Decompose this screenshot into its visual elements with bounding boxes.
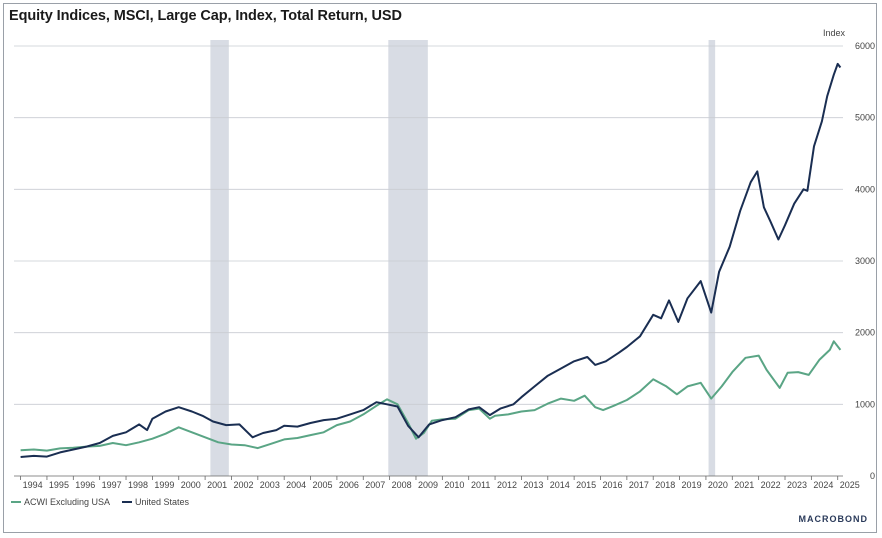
x-tick-label: 1999 xyxy=(154,480,174,490)
x-tick-label: 2006 xyxy=(339,480,359,490)
x-tick-label: 2016 xyxy=(602,480,622,490)
y-tick-label: 4000 xyxy=(855,184,875,194)
chart-title: Equity Indices, MSCI, Large Cap, Index, … xyxy=(9,8,402,24)
series-line-acwi xyxy=(20,340,842,452)
x-tick-label: 2007 xyxy=(365,480,385,490)
x-tick-label: 2021 xyxy=(734,480,754,490)
x-tick-label: 2017 xyxy=(629,480,649,490)
x-tick-label: 2003 xyxy=(260,480,280,490)
legend-label-acwi: ACWI Excluding USA xyxy=(24,497,111,507)
legend-swatch-us xyxy=(122,501,132,503)
x-tick-label: 2004 xyxy=(286,480,306,490)
y-axis-label: Index xyxy=(823,28,846,38)
legend-item-us: United States xyxy=(122,497,189,507)
x-tick-label: 2015 xyxy=(576,480,596,490)
x-tick-label: 2025 xyxy=(840,480,860,490)
x-tick-label: 1995 xyxy=(49,480,69,490)
x-tick-label: 2001 xyxy=(207,480,227,490)
x-tick-label: 2019 xyxy=(682,480,702,490)
recession-band xyxy=(388,40,428,476)
brand-logo: MACROBOND xyxy=(798,514,868,524)
x-tick-label: 2010 xyxy=(444,480,464,490)
x-tick-label: 2012 xyxy=(497,480,517,490)
x-tick-label: 2020 xyxy=(708,480,728,490)
x-tick-label: 1994 xyxy=(23,480,43,490)
x-tick-label: 2002 xyxy=(233,480,253,490)
x-tick-label: 2014 xyxy=(550,480,570,490)
x-tick-label: 2005 xyxy=(313,480,333,490)
series-line-us xyxy=(20,62,842,458)
x-tick-label: 2024 xyxy=(813,480,833,490)
recession-band xyxy=(708,40,716,476)
x-tick-label: 1996 xyxy=(75,480,95,490)
recession-band xyxy=(210,40,229,476)
x-tick-label: 1997 xyxy=(102,480,122,490)
legend-label-us: United States xyxy=(135,497,190,507)
y-tick-label: 0 xyxy=(870,471,875,481)
x-tick-label: 2009 xyxy=(418,480,438,490)
legend-swatch-acwi xyxy=(11,501,21,503)
x-tick-label: 2008 xyxy=(392,480,412,490)
chart-frame xyxy=(3,3,877,533)
y-tick-label: 6000 xyxy=(855,41,875,51)
x-tick-label: 2023 xyxy=(787,480,807,490)
legend-item-acwi: ACWI Excluding USA xyxy=(11,497,110,507)
x-tick-label: 2011 xyxy=(471,480,490,490)
y-tick-label: 1000 xyxy=(855,399,875,409)
x-tick-label: 2000 xyxy=(181,480,201,490)
y-tick-label: 2000 xyxy=(855,328,875,338)
x-tick-label: 2018 xyxy=(655,480,675,490)
x-tick-label: 2022 xyxy=(761,480,781,490)
x-tick-label: 2013 xyxy=(523,480,543,490)
x-tick-label: 1998 xyxy=(128,480,148,490)
y-tick-label: 3000 xyxy=(855,256,875,266)
y-tick-label: 5000 xyxy=(855,113,875,123)
